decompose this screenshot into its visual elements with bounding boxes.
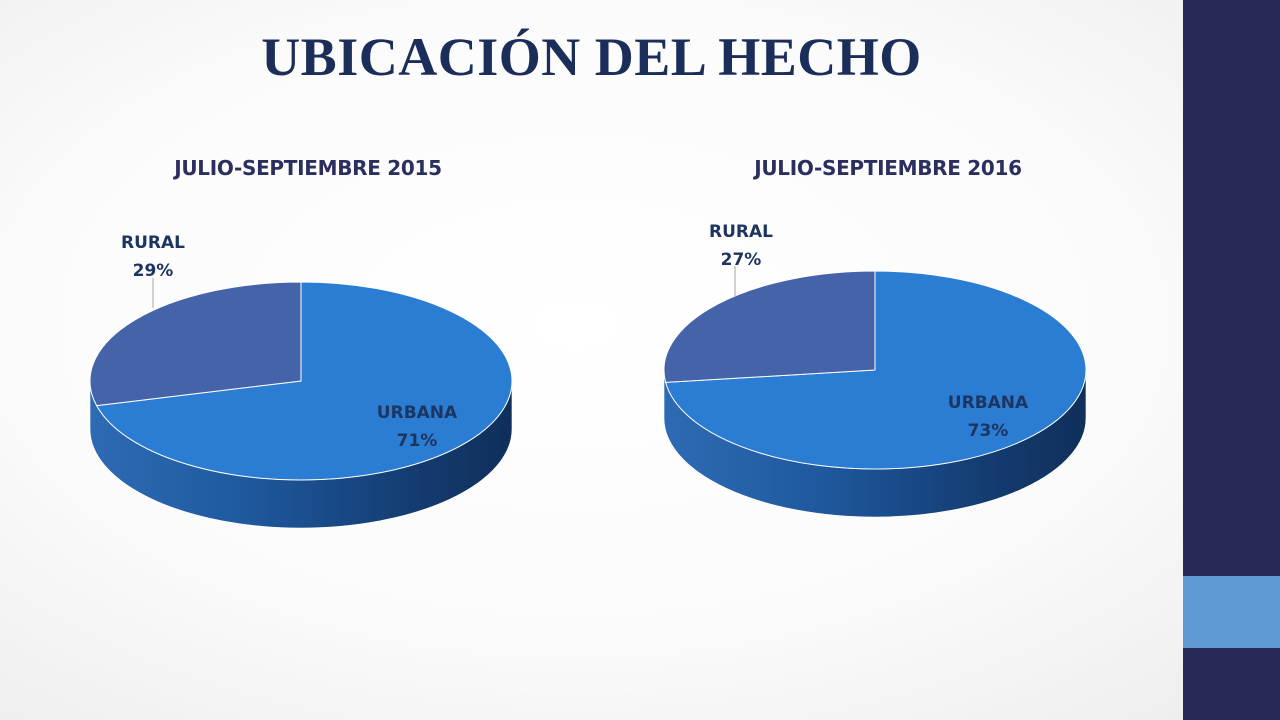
pie-slice-rural bbox=[89, 281, 302, 407]
data-value-rural: 29% bbox=[133, 261, 174, 281]
data-label-urbana: URBANA bbox=[377, 403, 458, 423]
pie-chart-2016: URBANA 73% RURAL 27% bbox=[663, 222, 1087, 518]
data-value-urbana: 71% bbox=[397, 431, 438, 451]
data-label-rural: RURAL bbox=[709, 222, 773, 242]
data-label-rural: RURAL bbox=[121, 233, 185, 253]
pie-chart-2015: URBANA 71% RURAL 29% bbox=[89, 233, 513, 529]
data-label-urbana: URBANA bbox=[948, 393, 1029, 413]
pie-slice-urbana bbox=[95, 281, 513, 481]
pie-slice-rural bbox=[663, 270, 876, 383]
data-value-rural: 27% bbox=[721, 250, 762, 270]
chart-title-2016: JULIO-SEPTIEMBRE 2016 bbox=[754, 156, 1022, 180]
sidebar-accent-block bbox=[1183, 576, 1280, 648]
pie-charts-canvas: URBANA 71% RURAL 29% URBANA 73% RURAL 27% bbox=[89, 222, 1087, 529]
slide-title: UBICACIÓN DEL HECHO bbox=[261, 27, 922, 87]
data-value-urbana: 73% bbox=[968, 421, 1009, 441]
pie-slice-urbana bbox=[665, 270, 1087, 470]
chart-title-2015: JULIO-SEPTIEMBRE 2015 bbox=[174, 156, 442, 180]
